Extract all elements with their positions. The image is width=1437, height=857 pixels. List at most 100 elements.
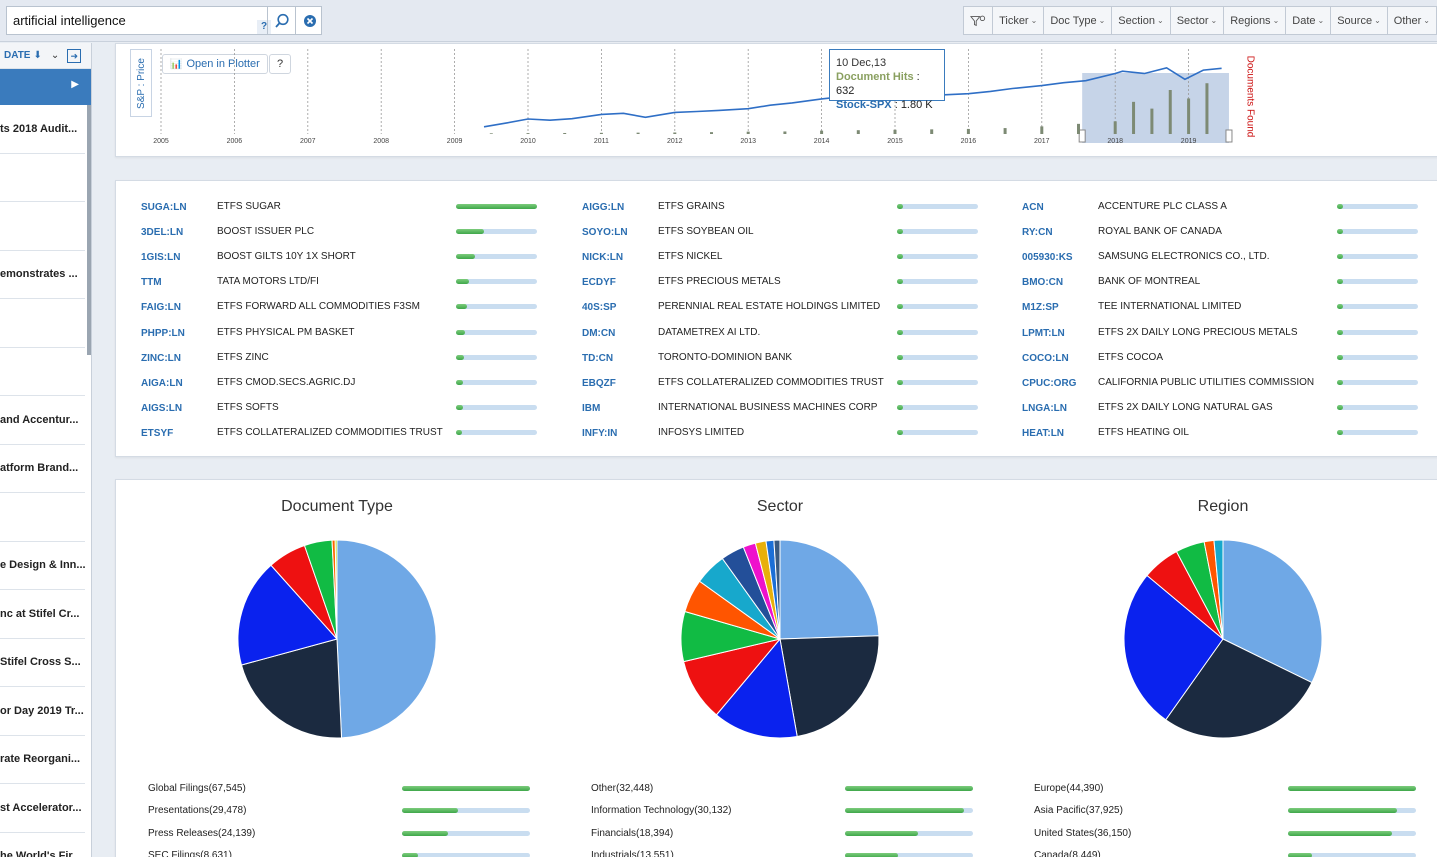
filter-source-button[interactable]: Source ⌄: [1331, 6, 1388, 35]
legend-bar: [1288, 853, 1416, 857]
ticker-symbol[interactable]: TTM: [141, 277, 162, 289]
ticker-symbol[interactable]: LNGA:LN: [1022, 402, 1067, 414]
ticker-symbol[interactable]: 40S:SP: [582, 302, 617, 314]
ticker-symbol[interactable]: SUGA:LN: [141, 202, 187, 213]
ticker-symbol[interactable]: SOYO:LN: [582, 227, 628, 239]
legend-label[interactable]: Industrials(13,551): [591, 850, 674, 857]
pie-chart[interactable]: [1113, 529, 1333, 749]
document-list-item[interactable]: [0, 154, 85, 202]
document-list-item[interactable]: [0, 493, 85, 542]
ticker-symbol[interactable]: FAIG:LN: [141, 302, 181, 314]
pie-slice[interactable]: [336, 539, 437, 739]
filter-settings-button[interactable]: [963, 6, 994, 35]
ticker-symbol[interactable]: AIGG:LN: [582, 202, 625, 213]
ticker-symbol[interactable]: ECDYF: [582, 277, 616, 289]
ticker-symbol[interactable]: ACN: [1022, 202, 1044, 213]
pie-chart[interactable]: [670, 529, 890, 749]
chevron-down-icon[interactable]: ⌄: [50, 50, 60, 61]
pie-slice[interactable]: [240, 638, 343, 739]
documents-bar: [1205, 83, 1209, 134]
search-button[interactable]: [267, 7, 295, 34]
ticker-symbol[interactable]: M1Z:SP: [1022, 302, 1059, 314]
ticker-symbol[interactable]: DM:CN: [582, 327, 616, 339]
pie-slice[interactable]: [779, 635, 880, 738]
filter-date-button[interactable]: Date ⌄: [1286, 6, 1332, 35]
ticker-symbol[interactable]: PHPP:LN: [141, 327, 185, 339]
ticker-symbol[interactable]: ZINC:LN: [141, 352, 181, 364]
scrollbar[interactable]: [87, 105, 91, 355]
pie-slice[interactable]: [334, 539, 338, 640]
ticker-symbol[interactable]: EBQZF: [582, 377, 616, 389]
legend-label[interactable]: Information Technology(30,132): [591, 805, 732, 817]
ticker-symbol[interactable]: LPMT:LN: [1022, 327, 1065, 339]
pie-slice[interactable]: [1213, 539, 1224, 640]
ticker-relevance-fill: [456, 404, 464, 410]
ticker-symbol[interactable]: BMO:CN: [1022, 277, 1064, 289]
export-icon[interactable]: ➜: [67, 48, 82, 63]
filter-ticker-button[interactable]: Ticker ⌄: [993, 6, 1045, 35]
ticker-symbol[interactable]: ETSYF: [141, 427, 174, 439]
filter-other-button[interactable]: Other ⌄: [1387, 6, 1437, 35]
pie-chart[interactable]: [227, 529, 447, 749]
ticker-symbol[interactable]: TD:CN: [582, 352, 614, 364]
open-plotter-button[interactable]: 📊 Open in Plotter: [162, 54, 268, 74]
document-list-item[interactable]: [0, 348, 85, 396]
clear-search-button[interactable]: [295, 7, 323, 34]
document-list-item[interactable]: and Accentur...: [0, 396, 85, 445]
filter-regions-button[interactable]: Regions ⌄: [1224, 6, 1287, 35]
pie-slice[interactable]: [1165, 638, 1313, 739]
filter-doc-type-button[interactable]: Doc Type ⌄: [1044, 6, 1113, 35]
ticker-symbol[interactable]: 005930:KS: [1022, 252, 1073, 264]
document-list-item[interactable]: atform Brand...: [0, 445, 85, 493]
ticker-symbol[interactable]: INFY:IN: [582, 427, 618, 439]
ticker-symbol[interactable]: RY:CN: [1022, 227, 1053, 239]
filter-label: Sector: [1176, 14, 1209, 27]
document-list-item[interactable]: rate Reorgani...: [0, 736, 85, 784]
legend-label[interactable]: Asia Pacific(37,925): [1034, 805, 1123, 817]
pie-slice[interactable]: [1123, 574, 1224, 721]
legend-label[interactable]: Canada(8,449): [1034, 850, 1101, 857]
legend-label[interactable]: Financials(18,394): [591, 827, 674, 839]
ticker-relevance-bar: [456, 429, 537, 435]
ticker-symbol[interactable]: NICK:LN: [582, 252, 624, 264]
legend-label[interactable]: United States(36,150): [1034, 827, 1132, 839]
legend-label[interactable]: SEC Filings(8,631): [148, 850, 232, 857]
ticker-symbol[interactable]: HEAT:LN: [1022, 427, 1065, 439]
document-list-item[interactable]: emonstrates ...: [0, 251, 85, 299]
document-list-item[interactable]: st Accelerator...: [0, 784, 85, 833]
ticker-symbol[interactable]: 1GIS:LN: [141, 252, 181, 264]
ticker-symbol[interactable]: COCO:LN: [1022, 352, 1069, 364]
document-list-item[interactable]: or Day 2019 Tr...: [0, 687, 85, 736]
filter-sector-button[interactable]: Sector ⌄: [1170, 6, 1225, 35]
ticker-symbol[interactable]: AIGS:LN: [141, 402, 183, 414]
selected-document-row[interactable]: ▶: [0, 69, 91, 105]
document-list-item[interactable]: Stifel Cross S...: [0, 639, 85, 687]
document-list-item[interactable]: [0, 202, 85, 251]
ticker-relevance-fill: [897, 354, 903, 360]
ticker-symbol[interactable]: IBM: [582, 402, 601, 414]
legend-label[interactable]: Europe(44,390): [1034, 783, 1104, 794]
document-list-item[interactable]: he World's Fir...: [0, 833, 85, 857]
sort-arrow-icon[interactable]: ⬇: [33, 50, 42, 61]
pie-slice[interactable]: [715, 637, 798, 739]
sort-date-label[interactable]: DATE: [4, 50, 31, 61]
pie-slice[interactable]: [779, 539, 880, 640]
ticker-symbol[interactable]: CPUC:ORG: [1022, 377, 1077, 389]
timeline-chart[interactable]: 2005 2006 2007 2008 2009 2010 2011 2012 2013 2014…: [116, 44, 1236, 158]
legend-label[interactable]: Other(32,448): [591, 783, 654, 794]
document-list-item[interactable]: ts 2018 Audit...: [0, 105, 85, 154]
pie-slice[interactable]: [237, 564, 338, 666]
document-list-item[interactable]: nc at Stifel Cr...: [0, 590, 85, 639]
pie-slice[interactable]: [1222, 539, 1323, 684]
ticker-symbol[interactable]: AIGA:LN: [141, 377, 183, 389]
legend-label[interactable]: Presentations(29,478): [148, 805, 247, 817]
search-input[interactable]: [7, 7, 253, 34]
legend-label[interactable]: Global Filings(67,545): [148, 783, 246, 794]
ticker-symbol[interactable]: 3DEL:LN: [141, 227, 184, 239]
filter-section-button[interactable]: Section ⌄: [1112, 6, 1171, 35]
pie-slice[interactable]: [773, 539, 781, 640]
legend-label[interactable]: Press Releases(24,139): [148, 827, 256, 839]
chart-help-button[interactable]: ?: [269, 54, 291, 74]
document-list-item[interactable]: [0, 299, 85, 348]
document-list-item[interactable]: e Design & Inn...: [0, 542, 85, 590]
